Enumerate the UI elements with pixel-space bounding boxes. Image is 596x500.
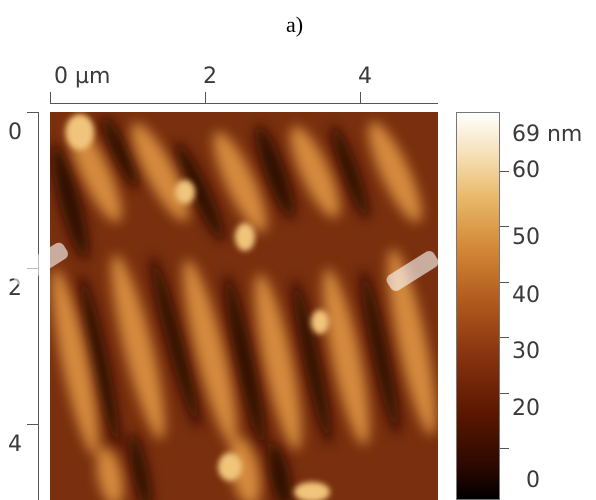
x-tick-0 bbox=[50, 92, 51, 104]
afm-ridges bbox=[50, 112, 438, 500]
x-tick-label-2: 2 bbox=[203, 64, 217, 89]
cbar-tick-60 bbox=[500, 171, 509, 172]
cbar-tick-50 bbox=[500, 226, 509, 227]
afm-height-map bbox=[50, 112, 438, 500]
y-tick-label-4: 4 bbox=[8, 432, 22, 457]
x-tick-label-0: 0 µm bbox=[54, 64, 111, 89]
x-tick-2 bbox=[205, 92, 206, 104]
y-tick-0 bbox=[27, 112, 39, 113]
x-tick-4 bbox=[360, 92, 361, 104]
cbar-label-20: 20 bbox=[512, 396, 540, 421]
cbar-tick-20 bbox=[500, 393, 509, 394]
panel-label: a) bbox=[286, 12, 304, 37]
y-tick-4 bbox=[27, 424, 39, 425]
colorbar bbox=[456, 112, 500, 500]
cbar-label-0: 0 bbox=[526, 468, 540, 493]
cbar-label-60: 60 bbox=[512, 158, 540, 183]
cbar-tick-30 bbox=[500, 337, 509, 338]
y-axis-line bbox=[38, 112, 39, 500]
cbar-tick-10 bbox=[500, 448, 509, 449]
y-tick-label-0: 0 bbox=[8, 120, 22, 145]
x-axis-line bbox=[50, 103, 438, 104]
cbar-tick-40 bbox=[500, 282, 509, 283]
cbar-label-40: 40 bbox=[512, 283, 540, 308]
x-tick-label-4: 4 bbox=[358, 64, 372, 89]
watermark-stroke bbox=[121, 0, 229, 64]
cbar-label-69: 69 nm bbox=[512, 122, 583, 147]
cbar-label-50: 50 bbox=[512, 225, 540, 250]
cbar-label-30: 30 bbox=[512, 339, 540, 364]
